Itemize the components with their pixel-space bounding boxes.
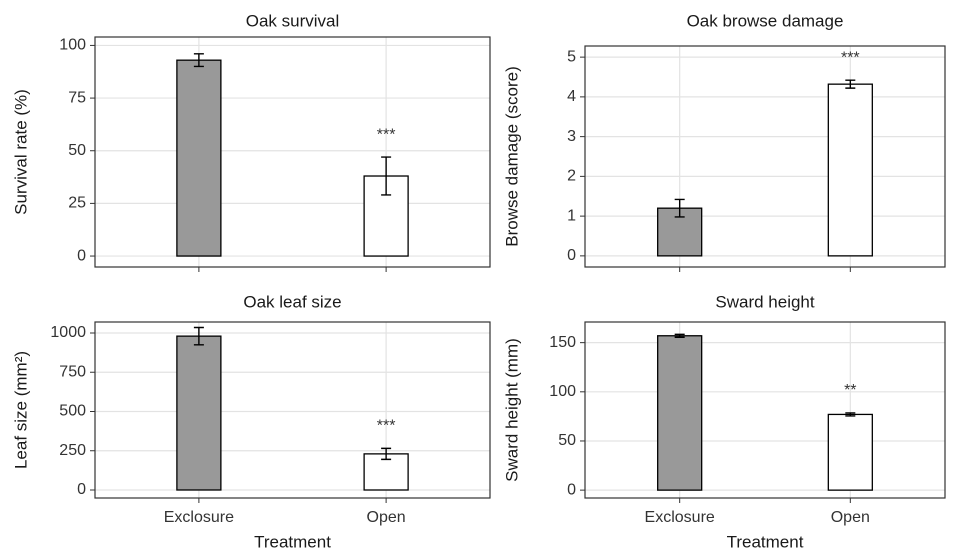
y-tick-label: 150 [549, 334, 576, 351]
y-tick-label: 100 [59, 37, 86, 54]
error-bar [193, 326, 204, 346]
error-bar [381, 156, 392, 196]
y-axis-label: Leaf size (mm²) [11, 351, 30, 469]
bar [827, 83, 873, 257]
error-bar [845, 79, 856, 89]
y-tick-label: 5 [567, 48, 576, 65]
significance-label: ** [844, 382, 856, 399]
error-bar [674, 333, 685, 338]
x-axis-label: Treatment [254, 532, 331, 551]
y-tick-label: 0 [77, 247, 86, 264]
y-tick-label: 2 [567, 168, 576, 185]
error-bar [193, 53, 204, 68]
y-tick-label: 3 [567, 128, 576, 145]
y-tick-label: 500 [59, 403, 86, 420]
bar [657, 207, 703, 257]
x-tick-label: Exclosure [164, 509, 234, 526]
y-tick-label: 750 [59, 363, 86, 380]
y-tick-label: 100 [549, 383, 576, 400]
y-tick-label: 50 [68, 142, 86, 159]
y-tick-label: 25 [68, 195, 86, 212]
error-bar [381, 447, 392, 461]
significance-label: *** [841, 49, 860, 66]
panel-title: Sward height [715, 292, 815, 311]
plot-border [584, 321, 946, 499]
significance-label: *** [377, 418, 396, 435]
bar [657, 335, 703, 491]
bar [176, 59, 222, 257]
bar [827, 413, 873, 491]
y-tick-label: 250 [59, 442, 86, 459]
y-tick-label: 75 [68, 89, 86, 106]
bar [176, 335, 222, 491]
plot-border [584, 45, 946, 268]
plot-border [94, 36, 491, 268]
x-tick-label: Open [831, 509, 870, 526]
y-tick-label: 0 [567, 247, 576, 264]
x-tick-label: Exclosure [645, 509, 715, 526]
y-axis-label: Browse damage (score) [502, 66, 521, 246]
plot-border [94, 321, 491, 499]
y-axis-label: Sward height (mm) [502, 338, 521, 482]
y-tick-label: 0 [77, 481, 86, 498]
error-bar [674, 198, 685, 218]
panel-title: Oak survival [246, 11, 340, 30]
y-axis-label: Survival rate (%) [11, 89, 30, 215]
error-bar [845, 412, 856, 417]
x-tick-label: Open [367, 509, 406, 526]
significance-label: *** [377, 126, 396, 143]
x-axis-label: Treatment [727, 532, 804, 551]
y-tick-label: 1000 [50, 324, 86, 341]
y-tick-label: 4 [567, 88, 576, 105]
panel-title: Oak leaf size [243, 292, 341, 311]
panel-title: Oak browse damage [687, 11, 844, 30]
y-tick-label: 1 [567, 207, 576, 224]
y-tick-label: 50 [558, 432, 576, 449]
y-tick-label: 0 [567, 481, 576, 498]
